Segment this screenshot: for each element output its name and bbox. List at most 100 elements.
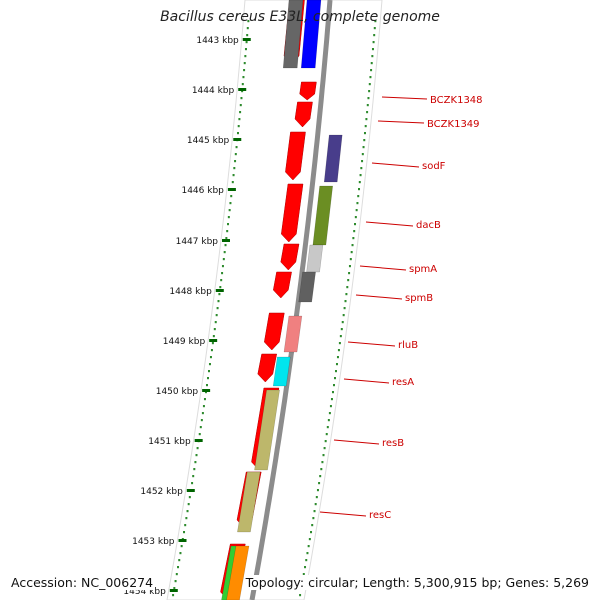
cog-feature-block[interactable] <box>306 244 324 273</box>
right-scale-dot <box>360 167 363 170</box>
right-scale-dot <box>322 454 325 457</box>
right-scale-dot <box>363 139 366 142</box>
gene-arrow[interactable] <box>280 243 300 271</box>
left-scale-dot <box>227 223 230 226</box>
left-scale-dot <box>179 552 182 555</box>
gene-label-rluB[interactable]: rluB <box>398 340 418 351</box>
gene-label-leader <box>377 120 425 124</box>
right-scale-dot <box>310 531 313 534</box>
gene-arrow[interactable] <box>285 131 306 181</box>
left-scale-dot <box>222 258 225 261</box>
left-scale-dot <box>218 293 221 296</box>
left-scale-dot <box>194 461 197 464</box>
right-scale-dot <box>369 76 372 79</box>
cog-feature-block[interactable] <box>312 185 333 246</box>
left-scale-dot <box>215 314 218 317</box>
right-scale-dot <box>354 216 357 219</box>
cog-feature-block[interactable] <box>272 356 291 387</box>
genome-backbone <box>249 0 333 600</box>
right-scale-dot <box>343 307 346 310</box>
right-scale-dot <box>299 594 302 597</box>
gene-label-dacB[interactable]: dacB <box>416 220 441 231</box>
right-scale-dot <box>371 55 374 58</box>
left-scale-dot <box>204 391 207 394</box>
left-scale-dot <box>198 433 201 436</box>
kbp-label: 1450 kbp <box>156 387 199 397</box>
cog-feature-block[interactable] <box>237 471 261 533</box>
right-scale-dot <box>324 440 327 443</box>
right-scale-dot <box>345 293 348 296</box>
right-scale-dot <box>372 41 375 44</box>
left-scale-dot <box>220 279 223 282</box>
gene-arrow[interactable] <box>281 183 304 243</box>
right-scale-dot <box>323 447 326 450</box>
gene-label-resB[interactable]: resB <box>382 438 404 449</box>
left-scale-dot <box>241 90 244 93</box>
right-scale-dot <box>333 377 336 380</box>
left-scale-dot <box>235 146 238 149</box>
left-scale-dot <box>206 377 209 380</box>
gene-arrow[interactable] <box>273 271 292 299</box>
cog-feature-block[interactable] <box>298 271 316 303</box>
gene-arrow[interactable] <box>294 101 313 128</box>
left-scale-dot <box>237 125 240 128</box>
left-scale-dot <box>229 202 232 205</box>
right-scale-dot <box>335 363 338 366</box>
left-scale-dot <box>231 181 234 184</box>
left-scale-dot <box>239 111 242 114</box>
left-scale-dot <box>217 300 220 303</box>
gene-arrow[interactable] <box>264 312 285 351</box>
gene-label-resA[interactable]: resA <box>392 377 414 388</box>
left-scale-dot <box>208 363 211 366</box>
right-scale-dot <box>321 461 324 464</box>
cog-feature-block[interactable] <box>254 389 280 471</box>
right-scale-dot <box>350 251 353 254</box>
left-scale-dot <box>247 20 250 23</box>
kbp-tick <box>242 38 251 41</box>
gene-label-spmB[interactable]: spmB <box>405 293 433 304</box>
cog-feature-block[interactable] <box>283 315 303 353</box>
left-scale-dot <box>188 496 191 499</box>
kbp-tick <box>178 539 187 542</box>
left-scale-dot <box>224 244 227 247</box>
right-scale-dot <box>373 27 376 30</box>
cog-feature-block[interactable] <box>282 0 304 69</box>
left-scale-dot <box>192 475 195 478</box>
left-scale-dot <box>177 566 180 569</box>
gene-label-BCZK1349[interactable]: BCZK1349 <box>427 119 480 130</box>
left-scale-dot <box>196 447 199 450</box>
kbp-label: 1451 kbp <box>148 437 191 447</box>
left-scale-dot <box>172 594 175 597</box>
gene-arrow[interactable] <box>257 353 278 383</box>
gene-arrow[interactable] <box>299 81 317 101</box>
gene-label-BCZK1348[interactable]: BCZK1348 <box>430 95 483 106</box>
right-scale-dot <box>358 181 361 184</box>
gene-label-leader <box>365 221 414 227</box>
right-scale-dot <box>341 321 344 324</box>
right-scale-dot <box>347 279 350 282</box>
left-scale-dot <box>240 97 243 100</box>
cog-feature-block[interactable] <box>300 0 322 69</box>
right-scale-dot <box>320 468 323 471</box>
kbp-tick <box>202 389 211 392</box>
left-scale-dot <box>219 286 222 289</box>
left-scale-dot <box>209 356 212 359</box>
gene-label-resC[interactable]: resC <box>369 510 391 521</box>
right-scale-dot <box>355 209 358 212</box>
kbp-tick <box>169 589 178 592</box>
cog-feature-block[interactable] <box>226 545 250 600</box>
right-scale-dot <box>331 391 334 394</box>
gene-label-sodF[interactable]: sodF <box>422 161 446 172</box>
gene-label-leader <box>333 439 380 445</box>
cog-feature-block[interactable] <box>323 134 343 183</box>
right-scale-dot <box>370 69 373 72</box>
left-scale-dot <box>211 342 214 345</box>
gene-label-spmA[interactable]: spmA <box>409 264 437 275</box>
right-scale-dot <box>314 503 317 506</box>
right-scale-dot <box>332 384 335 387</box>
gene-label-leader <box>359 265 407 271</box>
left-scale-dot <box>234 153 237 156</box>
topology-label: Topology: circular; Length: 5,300,915 bp… <box>243 575 591 590</box>
right-scale-dot <box>366 111 369 114</box>
left-scale-dot <box>184 524 187 527</box>
